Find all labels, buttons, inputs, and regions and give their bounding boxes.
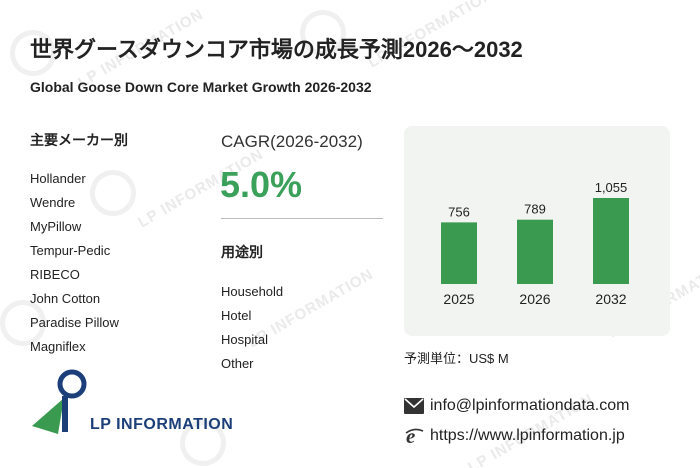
- bar-value-label: 1,055: [595, 180, 628, 195]
- contact-email[interactable]: info@lpinformationdata.com: [404, 396, 629, 416]
- applications-heading: 用途別: [221, 244, 263, 260]
- bar-value-label: 756: [448, 204, 470, 219]
- logo-mark-icon: [32, 369, 87, 434]
- manufacturer-item: RIBECO: [30, 267, 80, 282]
- bar-value-label: 789: [524, 202, 546, 217]
- application-item: Other: [221, 356, 254, 371]
- svg-text:e: e: [406, 426, 415, 446]
- manufacturer-item: Hollander: [30, 171, 86, 186]
- page-subtitle: Global Goose Down Core Market Growth 202…: [30, 79, 372, 95]
- manufacturers-list: Hollander Wendre MyPillow Tempur-Pedic R…: [30, 167, 119, 359]
- manufacturer-item: Tempur-Pedic: [30, 243, 111, 258]
- manufacturer-item: Magniflex: [30, 339, 86, 354]
- x-tick-label: 2026: [519, 291, 550, 307]
- application-item: Hospital: [221, 332, 268, 347]
- divider: [221, 218, 383, 219]
- manufacturer-item: Paradise Pillow: [30, 315, 119, 330]
- page-title: 世界グースダウンコア市場の成長予測2026～2032: [30, 37, 523, 62]
- website-link[interactable]: https://www.lpinformation.jp: [430, 427, 625, 444]
- manufacturer-item: John Cotton: [30, 291, 101, 306]
- manufacturers-heading: 主要メーカー別: [30, 132, 128, 148]
- unit-label: 予測単位：US$ M: [404, 351, 509, 366]
- contact-website[interactable]: e https://www.lpinformation.jp: [404, 426, 625, 446]
- bar-2026: [517, 219, 553, 284]
- logo-text: LP INFORMATION: [90, 416, 234, 433]
- mail-icon: [404, 396, 424, 416]
- browser-e-icon: e: [404, 426, 424, 446]
- cagr-value: 5.0%: [220, 164, 303, 205]
- applications-list: Household Hotel Hospital Other: [221, 280, 283, 376]
- company-logo: LP INFORMATION: [28, 368, 233, 440]
- email-link[interactable]: info@lpinformationdata.com: [430, 397, 630, 414]
- bar-chart: 756 2025 789 2026 1,055 2032: [441, 180, 629, 307]
- manufacturer-item: Wendre: [30, 195, 76, 210]
- x-tick-label: 2025: [443, 291, 474, 307]
- manufacturer-item: MyPillow: [30, 219, 82, 234]
- x-tick-label: 2032: [595, 291, 626, 307]
- bar-2025: [441, 222, 477, 284]
- application-item: Household: [221, 284, 284, 299]
- bar-2032: [593, 198, 629, 284]
- cagr-label: CAGR(2026-2032): [221, 132, 363, 151]
- application-item: Hotel: [221, 308, 252, 323]
